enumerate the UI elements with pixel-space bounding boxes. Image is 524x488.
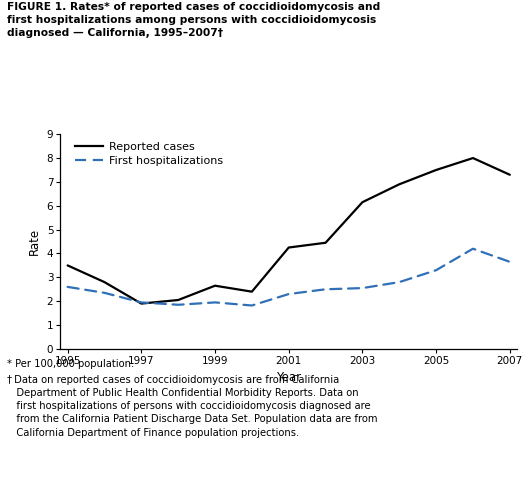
X-axis label: Year: Year bbox=[276, 371, 301, 385]
Legend: Reported cases, First hospitalizations: Reported cases, First hospitalizations bbox=[75, 142, 224, 166]
Text: * Per 100,000 population.: * Per 100,000 population. bbox=[7, 359, 134, 368]
Text: FIGURE 1. Rates* of reported cases of coccidioidomycosis and
first hospitalizati: FIGURE 1. Rates* of reported cases of co… bbox=[7, 2, 380, 38]
Y-axis label: Rate: Rate bbox=[28, 228, 41, 255]
Text: † Data on reported cases of coccidioidomycosis are from California
   Department: † Data on reported cases of coccidioidom… bbox=[7, 375, 377, 438]
